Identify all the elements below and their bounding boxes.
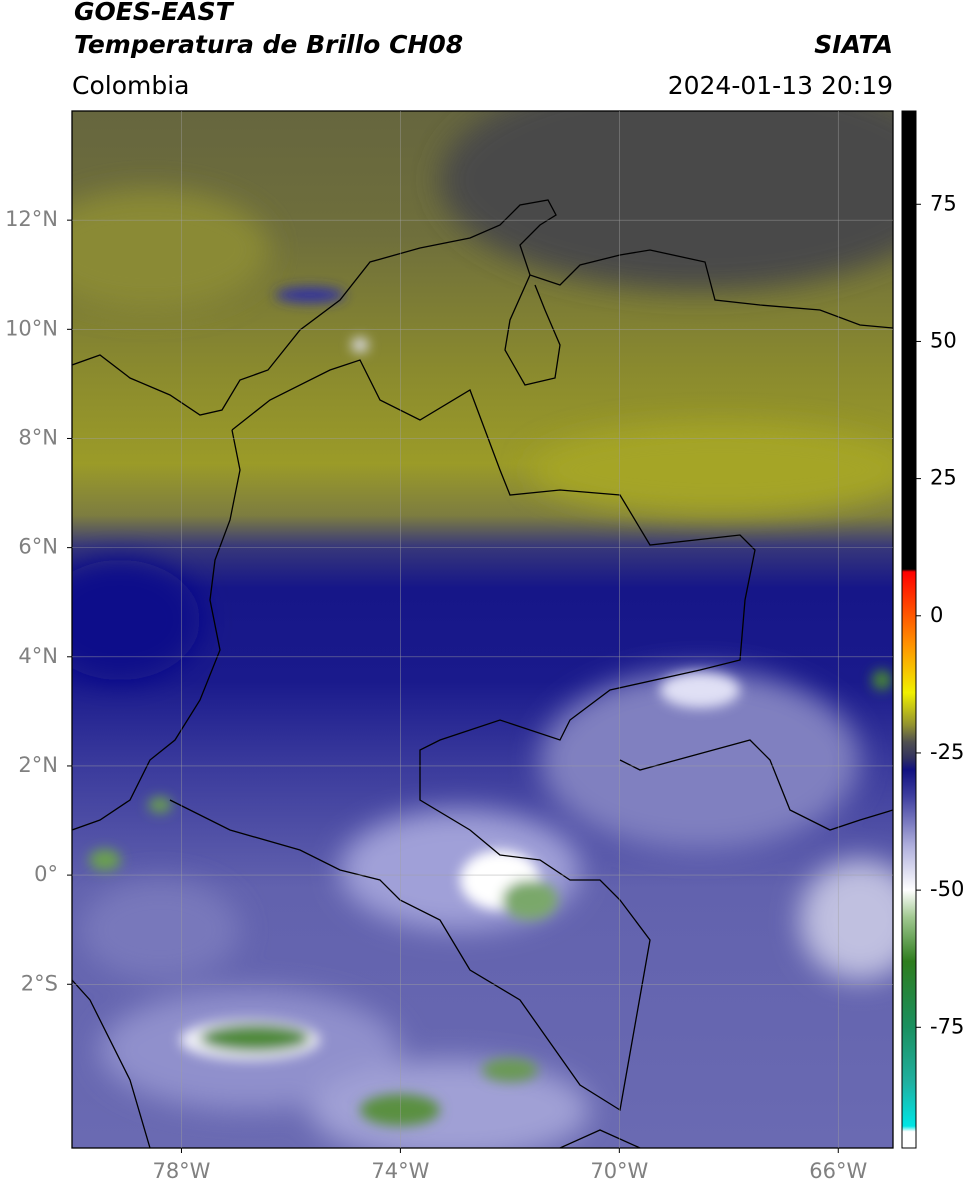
source: SIATA <box>814 30 893 59</box>
region: Colombia <box>72 71 189 100</box>
satellite-image <box>72 111 893 1148</box>
y-tick-label: 4°N <box>18 644 58 668</box>
colorbar <box>901 110 917 1149</box>
map-frame <box>71 110 894 1149</box>
colorbar-label: -25 <box>930 740 964 764</box>
y-tick-label: 12°N <box>5 207 58 231</box>
colorbar-label: 50 <box>930 328 957 352</box>
x-tick-label: 66°W <box>809 1159 867 1183</box>
x-tick-label: 70°W <box>590 1159 648 1183</box>
datetime: 2024-01-13 20:19 <box>668 71 893 100</box>
y-tick-label: 10°N <box>5 316 58 340</box>
y-tick-label: 8°N <box>18 425 58 449</box>
colorbar-label: 75 <box>930 191 957 215</box>
x-tick-label: 74°W <box>371 1159 429 1183</box>
colorbar-label: 0 <box>930 603 943 627</box>
y-tick-label: 0° <box>34 862 58 886</box>
y-tick-label: 2°S <box>21 971 58 995</box>
y-tick-label: 6°N <box>18 535 58 559</box>
y-tick-label: 2°N <box>18 753 58 777</box>
title: GOES-EAST <box>74 0 235 26</box>
x-tick-label: 78°W <box>152 1159 210 1183</box>
colorbar-label: -75 <box>930 1014 964 1038</box>
colorbar-label: -50 <box>930 877 964 901</box>
colorbar-label: 25 <box>930 466 957 490</box>
subtitle: Temperatura de Brillo CH08 <box>74 30 463 59</box>
